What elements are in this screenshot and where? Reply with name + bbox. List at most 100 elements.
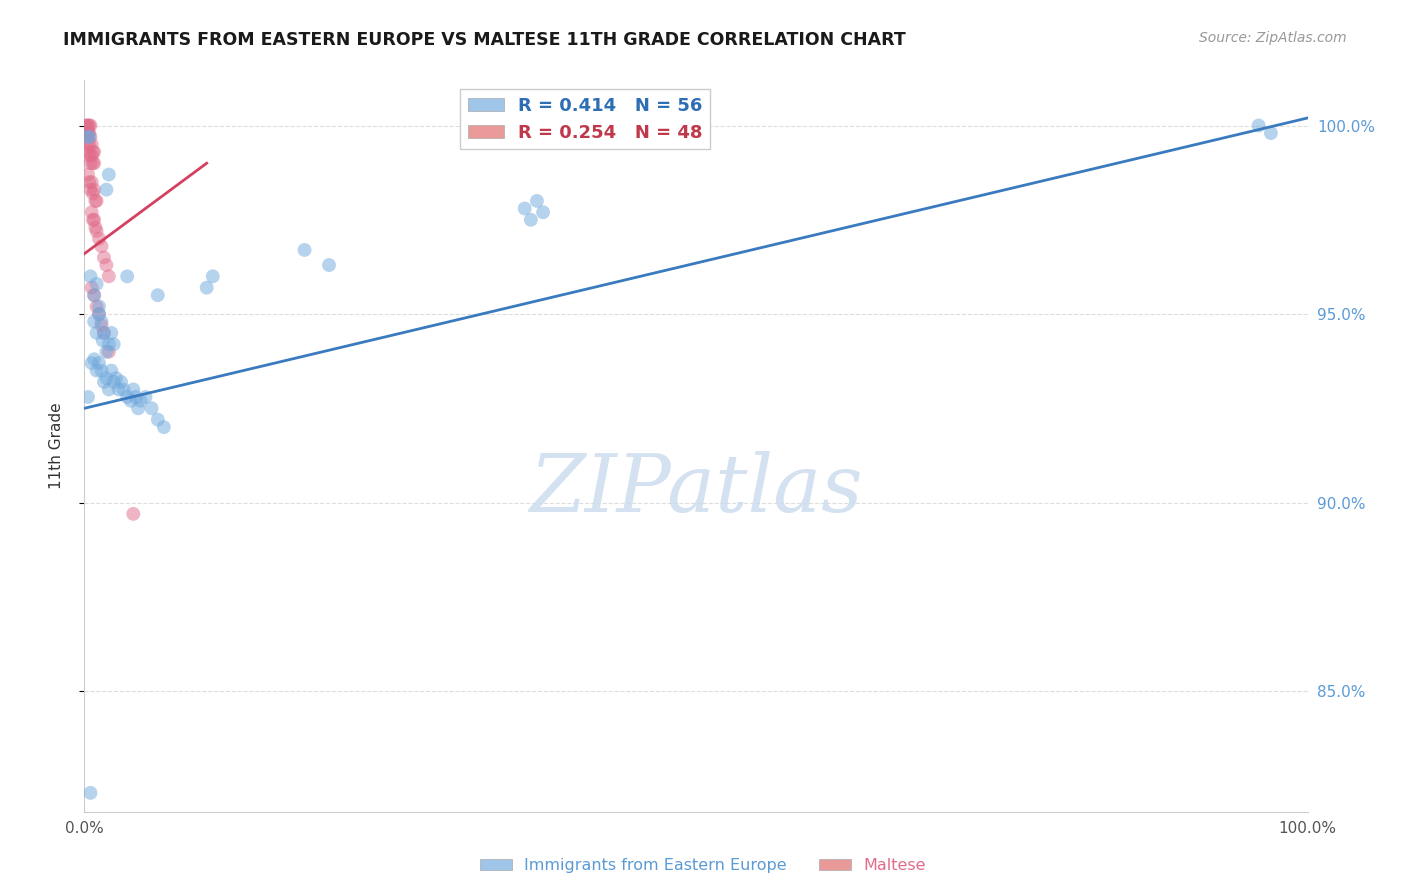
Point	[86, 224, 108, 238]
Point	[83, 183, 105, 197]
Point	[91, 334, 114, 348]
Point	[84, 220, 107, 235]
Point	[195, 280, 218, 294]
Point	[90, 363, 112, 377]
Point	[79, 183, 101, 197]
Point	[120, 393, 142, 408]
Point	[90, 239, 112, 253]
Legend: R = 0.414   N = 56, R = 0.254   N = 48: R = 0.414 N = 56, R = 0.254 N = 48	[460, 89, 710, 149]
Point	[97, 337, 120, 351]
Text: IMMIGRANTS FROM EASTERN EUROPE VS MALTESE 11TH GRADE CORRELATION CHART: IMMIGRANTS FROM EASTERN EUROPE VS MALTES…	[63, 31, 905, 49]
Point	[79, 786, 101, 800]
Point	[79, 269, 101, 284]
Text: Source: ZipAtlas.com: Source: ZipAtlas.com	[1199, 31, 1347, 45]
Point	[97, 269, 120, 284]
Point	[82, 186, 104, 201]
Point	[80, 175, 103, 189]
Point	[531, 205, 554, 219]
Point	[96, 371, 118, 385]
Point	[83, 212, 105, 227]
Point	[79, 119, 101, 133]
Point	[80, 149, 103, 163]
Point	[83, 352, 105, 367]
Point	[97, 168, 120, 182]
Point	[93, 375, 115, 389]
Point	[93, 326, 115, 340]
Point	[97, 344, 120, 359]
Point	[103, 337, 125, 351]
Point	[90, 318, 112, 333]
Point	[75, 126, 97, 140]
Legend: Immigrants from Eastern Europe, Maltese: Immigrants from Eastern Europe, Maltese	[474, 852, 932, 880]
Point	[82, 212, 104, 227]
Point	[93, 251, 115, 265]
Point	[146, 288, 169, 302]
Point	[526, 194, 548, 208]
Point	[82, 145, 104, 159]
Point	[76, 126, 98, 140]
Point	[141, 401, 163, 416]
Point	[77, 137, 100, 152]
Point	[318, 258, 340, 272]
Point	[83, 315, 105, 329]
Point	[110, 375, 132, 389]
Point	[84, 194, 107, 208]
Point	[77, 129, 100, 144]
Point	[83, 145, 105, 159]
Point	[103, 375, 125, 389]
Point	[201, 269, 224, 284]
Point	[107, 383, 129, 397]
Point	[83, 288, 105, 302]
Point	[87, 356, 110, 370]
Point	[86, 194, 108, 208]
Point	[96, 258, 118, 272]
Point	[87, 307, 110, 321]
Text: ZIPatlas: ZIPatlas	[529, 451, 863, 529]
Point	[97, 383, 120, 397]
Point	[153, 420, 176, 434]
Point	[96, 344, 118, 359]
Point	[80, 356, 103, 370]
Point	[127, 401, 149, 416]
Point	[77, 168, 100, 182]
Point	[80, 137, 103, 152]
Point	[79, 156, 101, 170]
Point	[86, 363, 108, 377]
Point	[93, 326, 115, 340]
Y-axis label: 11th Grade: 11th Grade	[49, 402, 63, 490]
Point	[115, 269, 138, 284]
Point	[80, 280, 103, 294]
Point	[100, 363, 122, 377]
Point	[87, 300, 110, 314]
Point	[135, 390, 157, 404]
Point	[86, 277, 108, 291]
Point	[122, 507, 145, 521]
Point	[76, 137, 98, 152]
Point	[1247, 119, 1270, 133]
Point	[96, 183, 118, 197]
Point	[79, 129, 101, 144]
Point	[146, 412, 169, 426]
Point	[83, 288, 105, 302]
Point	[100, 326, 122, 340]
Point	[77, 119, 100, 133]
Point	[86, 300, 108, 314]
Point	[90, 315, 112, 329]
Point	[122, 383, 145, 397]
Point	[87, 232, 110, 246]
Point	[76, 119, 98, 133]
Point	[83, 156, 105, 170]
Point	[77, 175, 100, 189]
Point	[77, 129, 100, 144]
Point	[86, 326, 108, 340]
Point	[105, 371, 128, 385]
Point	[520, 212, 543, 227]
Point	[77, 390, 100, 404]
Point	[1260, 126, 1282, 140]
Point	[75, 119, 97, 133]
Point	[112, 383, 135, 397]
Point	[77, 126, 100, 140]
Point	[294, 243, 316, 257]
Point	[77, 119, 100, 133]
Point	[77, 126, 100, 140]
